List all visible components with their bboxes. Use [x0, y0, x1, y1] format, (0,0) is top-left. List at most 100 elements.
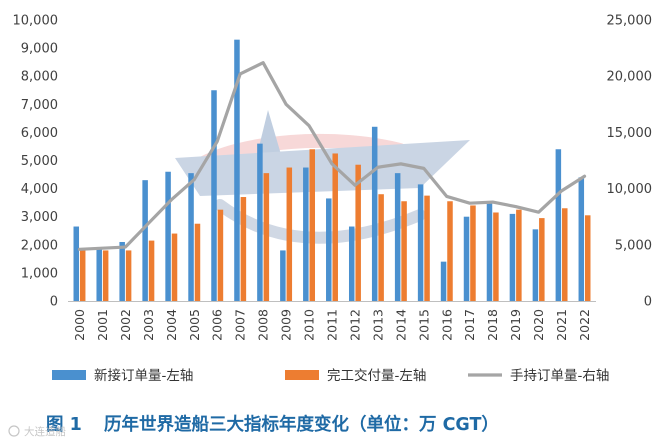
new-orders-bar-2010 — [303, 167, 309, 301]
completions-bar-2014 — [401, 201, 407, 301]
new-orders-bar-2020 — [532, 229, 539, 301]
completions-bar-2015 — [424, 195, 430, 302]
y-left-tick-label: 9,000 — [21, 42, 58, 57]
new-orders-bar-2019 — [509, 213, 516, 301]
new-orders-bar-2009 — [280, 250, 286, 301]
x-tick-label: 2009 — [279, 309, 294, 341]
x-tick-label: 2003 — [141, 309, 156, 341]
x-tick-label: 2020 — [531, 309, 546, 341]
y-left-tick-label: 10,000 — [13, 14, 59, 29]
legend-swatch — [52, 370, 86, 380]
completions-bar-2020 — [539, 218, 545, 301]
new-orders-bar-2012 — [348, 226, 355, 301]
x-tick-label: 2014 — [393, 309, 408, 341]
new-orders-bar-2002 — [119, 241, 125, 301]
x-tick-label: 2016 — [439, 309, 454, 341]
y-left-tick-label: 1,000 — [21, 266, 58, 281]
legend-label: 完工交付量-左轴 — [327, 367, 426, 384]
completions-bar-2007 — [240, 197, 247, 301]
x-tick-label: 2012 — [347, 309, 362, 341]
completions-bar-2002 — [125, 250, 132, 301]
y-right-ticks: 0 5,000 10,000 15,000 20,000 25,000 — [607, 14, 653, 310]
new-orders-bar-2018 — [486, 201, 493, 301]
legend-label: 手持订单量-右轴 — [510, 368, 609, 384]
completions-bar-2006 — [217, 209, 224, 301]
x-tick-label: 2008 — [256, 309, 271, 341]
watermark-text: 大连造船 — [24, 425, 66, 438]
y-left-ticks: 0 1,000 2,000 3,000 4,000 5,000 6,000 7,000 8,00… — [13, 14, 59, 310]
completions-bar-2022 — [584, 215, 591, 301]
x-tick-label: 2006 — [210, 309, 225, 341]
new-orders-bar-2000 — [73, 226, 80, 301]
x-tick-label: 2002 — [118, 309, 133, 341]
y-left-tick-label: 0 — [50, 295, 58, 310]
x-tick-label: 2007 — [233, 309, 248, 341]
new-orders-bar-2003 — [142, 180, 148, 301]
x-tick-label: 2021 — [554, 309, 569, 341]
x-tick-label: 2005 — [187, 309, 202, 341]
y-left-tick-label: 7,000 — [21, 98, 58, 113]
completions-bar-2003 — [148, 240, 155, 301]
completions-bar-2004 — [171, 233, 178, 301]
x-tick-label: 2004 — [164, 309, 179, 341]
watermark: 大连造船 — [8, 425, 66, 438]
caption-text: 历年世界造船三大指标年度变化（单位：万 CGT） — [104, 414, 499, 435]
completions-bar-2021 — [562, 208, 568, 301]
x-tick-label: 2000 — [72, 309, 87, 341]
x-tick-label: 2019 — [508, 309, 523, 341]
line-layer — [77, 61, 587, 251]
completions-bar-2017 — [470, 205, 476, 301]
y-right-tick-label: 5,000 — [615, 238, 652, 253]
completions-bar-2011 — [332, 153, 338, 301]
x-tick-label: 2022 — [577, 309, 592, 341]
x-tick-label: 2015 — [416, 309, 431, 341]
y-left-tick-label: 8,000 — [21, 70, 58, 85]
x-tick-label: 2010 — [302, 309, 317, 341]
new-orders-bar-2021 — [555, 149, 562, 301]
legend-label: 新接订单量-左轴 — [94, 367, 193, 384]
y-left-tick-label: 6,000 — [21, 126, 58, 141]
new-orders-bar-2015 — [417, 184, 424, 301]
y-left-tick-label: 4,000 — [21, 182, 58, 197]
bars-layer — [73, 39, 591, 302]
completions-bar-2008 — [263, 173, 270, 301]
completions-bar-2010 — [309, 149, 316, 301]
x-tick-label: 2013 — [370, 309, 385, 341]
new-orders-bar-2016 — [440, 261, 447, 301]
caption-label: 图 1 — [46, 415, 82, 435]
completions-bar-2001 — [102, 250, 109, 301]
new-orders-bar-2014 — [394, 173, 401, 301]
y-right-tick-label: 20,000 — [607, 70, 653, 85]
orderbook-line — [77, 61, 587, 251]
new-orders-bar-2004 — [165, 171, 171, 301]
new-orders-bar-2001 — [96, 249, 102, 301]
y-right-tick-label: 15,000 — [607, 126, 653, 141]
new-orders-bar-2022 — [578, 177, 585, 301]
legend: 新接订单量-左轴 完工交付量-左轴 手持订单量-右轴 — [52, 367, 609, 384]
y-left-tick-label: 2,000 — [21, 238, 58, 253]
completions-bar-2016 — [447, 201, 453, 301]
y-left-tick-label: 5,000 — [21, 154, 58, 169]
new-orders-bar-2017 — [463, 216, 470, 301]
y-left-tick-label: 3,000 — [21, 210, 58, 225]
y-right-tick-label: 10,000 — [607, 182, 653, 197]
completions-bar-2019 — [516, 209, 522, 301]
figure-caption: 图 1 历年世界造船三大指标年度变化（单位：万 CGT） — [46, 414, 499, 435]
completions-bar-2000 — [79, 249, 86, 301]
x-tick-label: 2018 — [485, 309, 500, 341]
completions-bar-2018 — [493, 212, 499, 301]
new-orders-bar-2008 — [257, 143, 263, 301]
y-right-tick-label: 25,000 — [607, 14, 653, 29]
completions-bar-2013 — [378, 194, 384, 301]
watermark-icon — [8, 425, 20, 437]
x-ticks: 2000 2001 2002 2003 2004 2005 2006 2007 2008 2009… — [72, 309, 592, 341]
completions-bar-2005 — [194, 223, 201, 301]
completions-bar-2012 — [355, 164, 361, 301]
completions-bar-2009 — [286, 167, 293, 301]
new-orders-bar-2007 — [234, 39, 240, 302]
x-tick-label: 2011 — [325, 309, 340, 341]
y-right-tick-label: 0 — [644, 295, 652, 310]
new-orders-bar-2011 — [326, 198, 332, 301]
x-tick-label: 2017 — [462, 309, 477, 341]
